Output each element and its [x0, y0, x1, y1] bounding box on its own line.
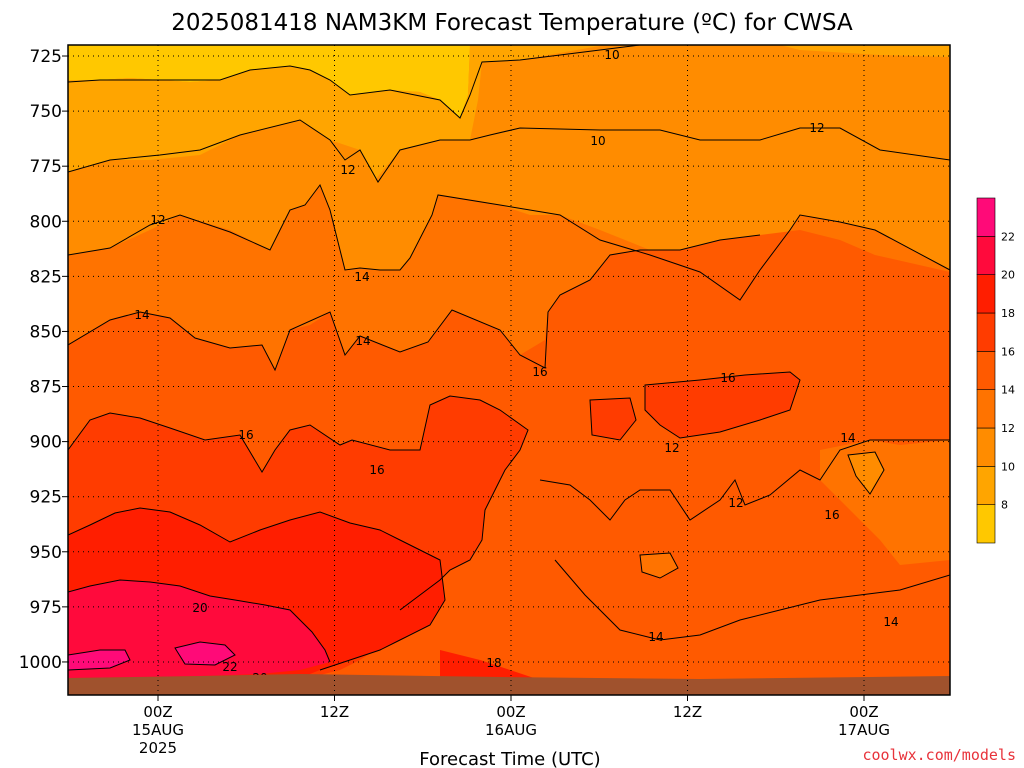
contour-label: 20	[192, 601, 207, 615]
contour-label: 10	[604, 48, 619, 62]
colorbar-swatch	[976, 351, 996, 390]
contour-label: 10	[590, 134, 605, 148]
contour-label: 14	[134, 308, 149, 322]
colorbar-swatch	[976, 197, 996, 237]
contour-label: 16	[238, 428, 253, 442]
x-tick-date: 16AUG	[485, 721, 537, 739]
temperature-fill: 1012101212141414161616161214121614141820…	[68, 45, 950, 695]
contour-line	[68, 119, 950, 183]
contour-label: 12	[809, 121, 824, 135]
colorbar-label: 16	[1001, 345, 1015, 358]
x-tick-hour: 00Z	[143, 703, 172, 721]
contour-label: 18	[486, 656, 501, 670]
colorbar-swatch	[976, 389, 996, 429]
contour-label: 12	[728, 496, 743, 510]
contour-label: 14	[883, 615, 898, 629]
y-tick-label: 800	[30, 212, 62, 232]
contour-label: 12	[664, 441, 679, 455]
y-tick-label: 900	[30, 433, 62, 453]
plot-frame	[67, 44, 951, 696]
y-axis: 725 750 775 800 825 850 875 900 925 950 975 1000	[19, 47, 68, 673]
colorbar-swatch	[976, 466, 996, 505]
x-tick-hour: 12Z	[320, 703, 349, 721]
temperature-band	[640, 553, 678, 578]
contour-line	[174, 641, 236, 666]
y-tick-label: 950	[30, 543, 62, 563]
y-tick-label: 875	[30, 378, 62, 398]
x-tick-date: 15AUG	[132, 721, 184, 739]
contour-line	[847, 451, 885, 495]
temperature-band	[645, 372, 800, 438]
colorbar-label: 20	[1001, 269, 1015, 282]
colorbar-label: 18	[1001, 307, 1015, 320]
plot-area: 1012101212141414161616161214121614141820…	[67, 44, 951, 696]
y-tick-label: 750	[30, 102, 62, 122]
y-tick-label: 925	[30, 488, 62, 508]
y-tick-label: 1000	[19, 653, 62, 673]
temperature-band	[68, 650, 130, 670]
contour-line	[589, 397, 637, 441]
y-tick-label: 775	[30, 157, 62, 177]
temperature-band	[68, 580, 330, 678]
y-tick-label: 975	[30, 598, 62, 618]
x-tick-hour: 00Z	[849, 703, 878, 721]
temperature-band	[68, 45, 605, 180]
colorbar-legend: 8 10 12 14 16 18 20 22	[976, 197, 1015, 544]
temperature-band	[175, 642, 235, 665]
temperature-band	[720, 45, 950, 57]
colorbar-label: 12	[1001, 422, 1015, 435]
y-tick-label: 825	[30, 267, 62, 287]
contour-line	[68, 395, 529, 611]
ground-surface	[68, 674, 950, 695]
colorbar-label: 22	[1001, 230, 1015, 243]
contour-line	[68, 183, 950, 301]
contour-line	[68, 649, 131, 671]
temperature-band	[68, 45, 470, 118]
y-tick-label: 725	[30, 47, 62, 67]
colorbar-label: 14	[1001, 384, 1015, 397]
contour-label: 14	[355, 334, 370, 348]
contour-label: 14	[354, 270, 369, 284]
contour-line	[539, 439, 950, 521]
x-tick-date: 17AUG	[838, 721, 890, 739]
contour-line	[639, 552, 679, 579]
contour-line	[68, 45, 641, 119]
contour-line	[554, 559, 950, 641]
contour-label: 16	[369, 463, 384, 477]
y-tick-label: 850	[30, 322, 62, 342]
contour-line	[68, 507, 446, 671]
contour-label: 12	[340, 163, 355, 177]
grid-lines	[68, 45, 950, 695]
contour-line	[68, 579, 331, 663]
contour-label: 16	[824, 508, 839, 522]
contour-label: 14	[648, 630, 663, 644]
temperature-band	[590, 398, 636, 440]
contour-label: 16	[532, 365, 547, 379]
temperature-band	[820, 440, 950, 565]
contour-label: 14	[840, 431, 855, 445]
temperature-band	[848, 452, 884, 494]
credit-text: coolwx.com/models	[862, 746, 1016, 764]
chart-title: 2025081418 NAM3KM Forecast Temperature (…	[171, 10, 853, 36]
colorbar-label: 10	[1001, 460, 1015, 473]
contour-line	[644, 371, 801, 439]
colorbar-swatch	[976, 274, 996, 314]
x-tick-hour: 12Z	[673, 703, 702, 721]
x-tick-year: 2025	[139, 739, 177, 757]
contour-line	[68, 234, 761, 372]
contour-label: 16	[720, 371, 735, 385]
x-tick-hour: 00Z	[496, 703, 525, 721]
colorbar-swatch	[976, 312, 996, 352]
colorbar-swatch	[976, 236, 996, 275]
colorbar-label: 8	[1001, 499, 1008, 512]
temperature-band	[440, 650, 540, 680]
colorbar-swatch	[976, 504, 996, 544]
x-axis-label: Forecast Time (UTC)	[419, 749, 600, 768]
contour-label: 22	[222, 660, 237, 674]
colorbar-swatch	[976, 427, 996, 467]
